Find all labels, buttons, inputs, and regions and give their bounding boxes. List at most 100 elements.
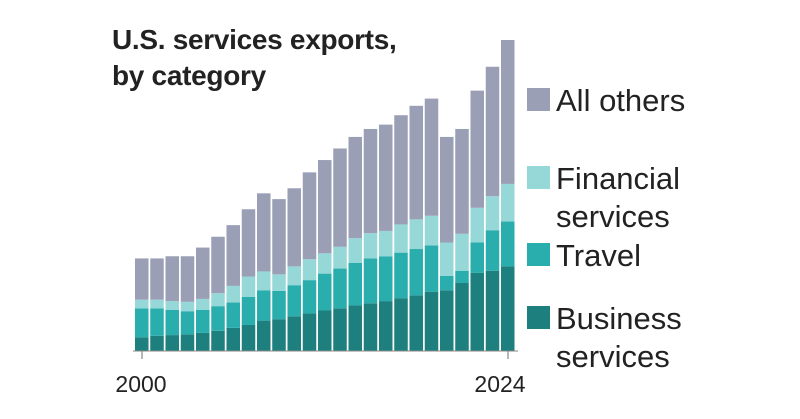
bar-segment-financial-services-2003 <box>180 301 195 312</box>
bar-segment-business-services-2022 <box>470 272 484 351</box>
legend-swatch-all-others <box>527 88 550 111</box>
bar-segment-financial-services-2024 <box>501 183 515 222</box>
legend-item-all-others: All others <box>527 83 685 118</box>
bar-segment-financial-services-2016 <box>379 230 393 257</box>
bar-segment-all-others-2011 <box>302 172 317 260</box>
bar-segment-travel-2004 <box>196 309 210 333</box>
bar-segment-financial-services-2009 <box>272 274 286 291</box>
bar-segment-business-services-2003 <box>180 334 195 351</box>
bar-segment-financial-services-2013 <box>333 246 347 269</box>
legend-item-travel: Travel <box>527 238 641 273</box>
bar-segment-financial-services-2020 <box>440 242 454 276</box>
bar-segment-travel-2024 <box>501 221 515 267</box>
x-tick-label-start: 2000 <box>115 371 166 397</box>
bar-segment-business-services-2007 <box>241 324 256 351</box>
bar-segment-financial-services-2019 <box>424 215 439 246</box>
bar-segment-business-services-2024 <box>501 266 515 351</box>
bar-segment-all-others-2009 <box>272 199 286 275</box>
bar-segment-all-others-2015 <box>363 128 378 234</box>
bar-segment-business-services-2006 <box>226 327 240 351</box>
bar-segment-business-services-2016 <box>379 301 393 351</box>
bar-segment-financial-services-2023 <box>485 196 500 231</box>
bar-segment-travel-2002 <box>165 309 179 336</box>
bar-segment-all-others-2021 <box>455 128 469 234</box>
bar-segment-financial-services-2005 <box>211 293 225 307</box>
legend-label-business-services: Business services <box>556 301 690 374</box>
bar-segment-travel-2019 <box>424 245 439 292</box>
bar-segment-all-others-2012 <box>318 160 332 254</box>
bar-segment-all-others-2016 <box>379 124 393 231</box>
bar-segment-travel-2012 <box>318 273 332 311</box>
bar-segment-financial-services-2017 <box>394 224 408 253</box>
bar-segment-all-others-2014 <box>348 136 362 239</box>
bar-segment-business-services-2002 <box>165 335 179 351</box>
bar-segment-all-others-2003 <box>180 256 195 302</box>
bar-segment-all-others-2022 <box>470 90 484 208</box>
bar-segment-all-others-2017 <box>394 115 408 225</box>
bar-segment-business-services-2001 <box>150 335 164 351</box>
bar-segment-business-services-2014 <box>348 305 362 351</box>
bar-segment-financial-services-2000 <box>135 299 149 309</box>
bar-segment-financial-services-2021 <box>455 233 469 271</box>
bar-segment-business-services-2011 <box>302 313 317 351</box>
x-axis: 2000 2024 <box>115 350 526 397</box>
bar-segment-travel-2000 <box>135 308 149 338</box>
bar-segment-travel-2014 <box>348 262 362 306</box>
bar-segment-travel-2015 <box>363 258 378 304</box>
chart-title: U.S. services exports, by category <box>112 22 397 94</box>
bar-segment-travel-2018 <box>409 249 423 296</box>
legend-label-financial-line-1: Financial <box>556 161 680 196</box>
bar-segment-financial-services-2012 <box>318 253 332 274</box>
bar-segment-travel-2003 <box>180 311 195 335</box>
bar-segment-all-others-2010 <box>287 188 301 267</box>
bar-segment-business-services-2013 <box>333 308 347 351</box>
bar-segment-travel-2017 <box>394 252 408 299</box>
bar-segment-all-others-2007 <box>241 209 256 277</box>
bar-segment-all-others-2013 <box>333 148 347 247</box>
bar-segment-business-services-2023 <box>485 270 500 351</box>
legend-label-all-others: All others <box>556 83 685 118</box>
legend-item-business-services: Business services <box>527 301 690 374</box>
bar-segment-business-services-2017 <box>394 298 408 351</box>
bar-segment-all-others-2018 <box>409 105 423 220</box>
bar-segment-all-others-2001 <box>150 258 164 300</box>
bar-segment-travel-2013 <box>333 268 347 309</box>
legend-label-business-line-1: Business <box>556 301 682 336</box>
bar-segment-travel-2010 <box>287 285 301 317</box>
bar-segment-travel-2021 <box>455 270 469 284</box>
bar-segment-business-services-2018 <box>409 295 423 351</box>
bar-segment-business-services-2019 <box>424 291 439 351</box>
legend-swatch-financial-services <box>527 166 550 189</box>
legend: All others Financial services Travel Bus… <box>527 83 690 374</box>
legend-label-financial-line-2: services <box>556 199 670 234</box>
bar-segment-all-others-2019 <box>424 98 439 216</box>
bar-segment-business-services-2021 <box>455 283 469 351</box>
bar-segment-travel-2005 <box>211 306 225 331</box>
bar-segment-financial-services-2022 <box>470 207 484 243</box>
legend-label-travel: Travel <box>556 238 641 273</box>
bar-segment-travel-2008 <box>257 290 271 321</box>
bar-segment-financial-services-2008 <box>257 271 271 291</box>
bar-segment-financial-services-2007 <box>241 276 256 297</box>
bar-segment-travel-2023 <box>485 230 500 271</box>
bar-segment-business-services-2004 <box>196 332 210 351</box>
bar-segment-all-others-2008 <box>257 193 271 272</box>
bar-segment-travel-2016 <box>379 256 393 302</box>
chart-title-line-1: U.S. services exports, <box>112 24 397 55</box>
bar-segment-all-others-2023 <box>485 66 500 197</box>
bar-segment-financial-services-2002 <box>165 301 179 310</box>
legend-label-business-line-2: services <box>556 339 670 374</box>
bar-segment-financial-services-2010 <box>287 266 301 286</box>
legend-item-financial-services: Financial services <box>527 161 680 234</box>
bar-segment-financial-services-2014 <box>348 238 362 263</box>
bar-segment-business-services-2005 <box>211 330 225 351</box>
bar-segment-travel-2001 <box>150 308 164 336</box>
bar-segment-financial-services-2004 <box>196 298 210 310</box>
bar-segment-all-others-2000 <box>135 258 149 300</box>
legend-swatch-travel <box>527 243 550 266</box>
legend-swatch-business-services <box>527 306 550 329</box>
bar-segment-all-others-2020 <box>440 136 454 243</box>
bar-segment-business-services-2012 <box>318 310 332 351</box>
bar-segment-travel-2011 <box>302 280 317 314</box>
